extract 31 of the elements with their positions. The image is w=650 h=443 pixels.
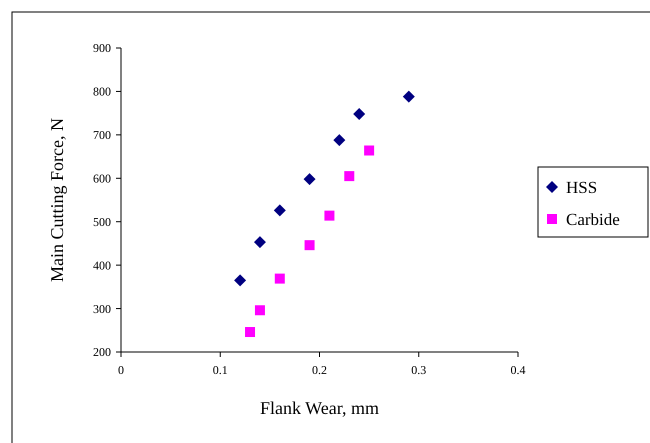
point (364, 145, 374, 156)
x-tick-label: 0.2 (312, 363, 327, 377)
y-tick-label: 700 (93, 128, 111, 142)
point (274, 204, 286, 216)
point (234, 274, 246, 286)
point (304, 173, 316, 186)
point (304, 240, 315, 250)
point (274, 274, 285, 284)
point (245, 327, 256, 338)
legend-label: Carbide (566, 210, 620, 229)
y-tick-label: 300 (93, 302, 111, 316)
x-tick-label: 0.4 (510, 363, 526, 377)
point (254, 236, 266, 248)
point (254, 305, 265, 316)
y-tick-label: 600 (93, 171, 111, 186)
legend-label: HSS (566, 178, 598, 197)
y-tick-label: 800 (93, 84, 111, 99)
point (402, 90, 415, 103)
point (353, 108, 366, 120)
point (344, 171, 354, 182)
y-tick-label: 500 (93, 214, 111, 229)
x-axis-title: Flank Wear, mm (260, 398, 379, 418)
y-axis-title: Main Cutting Force, N (47, 118, 67, 282)
y-tick-label: 200 (93, 345, 111, 360)
point (324, 210, 334, 221)
x-tick-label: 0.1 (212, 363, 228, 377)
x-tick-label: 0 (118, 363, 124, 377)
point (333, 134, 346, 146)
y-tick-label: 400 (93, 258, 111, 272)
x-tick-label: 0.3 (411, 363, 426, 377)
y-tick-label: 900 (93, 41, 111, 56)
